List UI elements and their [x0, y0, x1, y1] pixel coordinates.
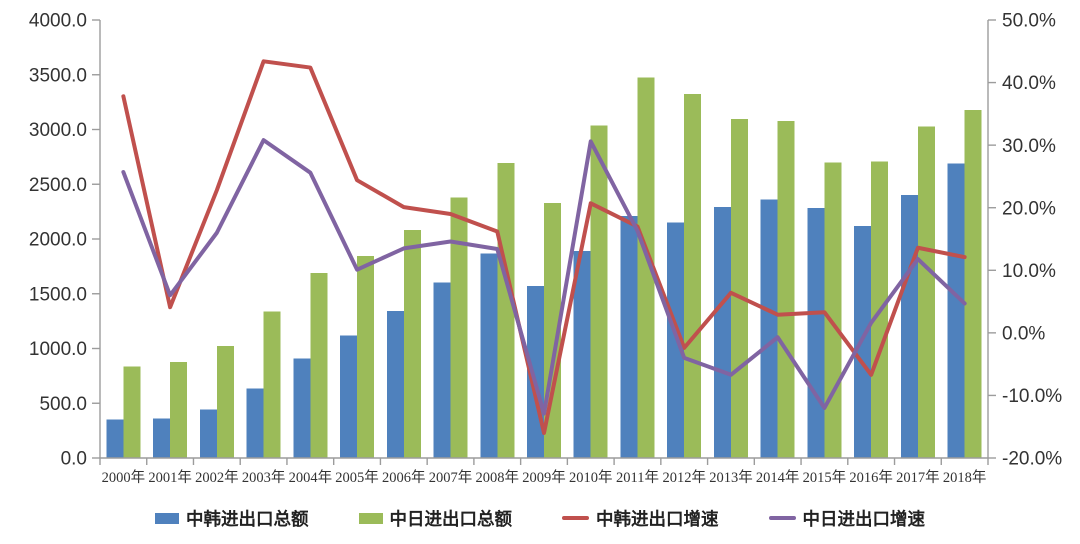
x-tick-label: 2010年 — [569, 469, 613, 486]
bar-1-2018年 — [964, 109, 982, 458]
x-tick-label: 2013年 — [709, 469, 753, 486]
x-tick-label: 2001年 — [148, 469, 192, 486]
bar-1-2003年 — [263, 311, 281, 458]
legend-label-japan-growth: 中日进出口增速 — [802, 508, 926, 529]
bar-1-2002年 — [216, 345, 234, 458]
x-tick-label: 2008年 — [476, 469, 520, 486]
x-tick-label: 2015年 — [803, 469, 847, 486]
x-tick-label: 2004年 — [289, 469, 333, 486]
y-right-tick-label: 30.0% — [1002, 136, 1056, 157]
y-left-tick-label: 1500.0 — [29, 284, 87, 305]
x-tick-label: 2009年 — [522, 469, 566, 486]
y-right-tick-label: 20.0% — [1002, 198, 1056, 219]
y-left-tick-label: 500.0 — [39, 394, 87, 415]
x-tick-label: 2011年 — [616, 469, 659, 486]
x-tick-label: 2017年 — [896, 469, 940, 486]
bar-1-2013年 — [730, 118, 748, 458]
y-left-tick-label: 2000.0 — [29, 230, 87, 251]
axes: 0.0 500.0 1000.0 1500.0 2000.0 2500.0 3000.0 35… — [29, 11, 1062, 486]
bar-1-2004年 — [310, 272, 328, 458]
bar-0-2002年 — [199, 409, 217, 458]
bar-1-2011年 — [637, 77, 655, 459]
y-right-tick-label: 10.0% — [1002, 261, 1056, 282]
bar-1-2015年 — [824, 162, 842, 458]
bar-0-2008年 — [480, 253, 498, 458]
x-tick-label: 2003年 — [242, 469, 286, 486]
legend-label-korea-total: 中韩进出口总额 — [186, 508, 309, 529]
bar-1-2001年 — [170, 362, 188, 458]
legend-item-korea-total: 中韩进出口总额 — [155, 506, 309, 531]
bar-series-1 — [123, 77, 982, 459]
bar-series-0 — [106, 163, 965, 458]
y-right-tick-label: 40.0% — [1002, 73, 1056, 94]
x-tick-label: 2002年 — [195, 469, 239, 486]
bar-0-2003年 — [246, 388, 264, 458]
bar-0-2006年 — [386, 311, 404, 458]
legend-item-japan-growth: 中日进出口增速 — [768, 506, 926, 531]
y-left-tick-label: 0.0 — [61, 449, 87, 470]
line-series-1 — [121, 138, 967, 416]
y-right-tick-label: 50.0% — [1002, 11, 1056, 32]
bar-0-2014年 — [760, 199, 778, 458]
bar-0-2005年 — [340, 335, 358, 458]
legend-swatch-japan-growth — [768, 516, 796, 520]
y-left-tick-label: 4000.0 — [29, 11, 87, 32]
legend-item-korea-growth: 中韩进出口增速 — [562, 506, 719, 531]
y-left-tick-label: 3500.0 — [29, 65, 87, 86]
y-left-tick-label: 3000.0 — [29, 120, 87, 141]
bar-0-2018年 — [947, 163, 965, 458]
bar-0-2011年 — [620, 216, 638, 458]
bar-1-2000年 — [123, 366, 141, 458]
x-tick-label: 2016年 — [849, 469, 893, 486]
x-tick-label: 2000年 — [102, 469, 146, 486]
legend-label-korea-growth: 中韩进出口增速 — [596, 508, 719, 529]
legend-swatch-korea-growth — [562, 516, 589, 520]
chart-legend: 中韩进出口总额 中日进出口总额 中韩进出口增速 中日进出口增速 — [0, 501, 1080, 535]
bar-0-2013年 — [713, 207, 731, 458]
bar-0-2017年 — [900, 195, 918, 458]
y-right-tick-label: 0.0% — [1002, 324, 1045, 345]
bar-1-2005年 — [357, 255, 375, 458]
bar-1-2014年 — [777, 121, 795, 458]
legend-swatch-japan-total — [358, 512, 383, 524]
bar-0-2007年 — [433, 282, 451, 458]
bar-0-2001年 — [153, 418, 171, 458]
bar-1-2010年 — [590, 125, 608, 458]
x-tick-label: 2005年 — [335, 469, 379, 486]
y-left-tick-label: 2500.0 — [29, 175, 87, 196]
x-tick-label: 2006年 — [382, 469, 426, 486]
y-right-tick-label: -20.0% — [1002, 449, 1062, 470]
y-left-tick-label: 1000.0 — [29, 339, 87, 360]
bar-0-2015年 — [807, 207, 825, 458]
legend-label-japan-total: 中日进出口总额 — [389, 508, 513, 529]
legend-swatch-korea-total — [155, 512, 179, 524]
bar-0-2004年 — [293, 358, 311, 458]
bar-1-2006年 — [403, 230, 421, 458]
bar-1-2012年 — [684, 93, 702, 458]
legend-item-japan-total: 中日进出口总额 — [358, 506, 513, 531]
y-right-tick-label: -10.0% — [1002, 386, 1062, 407]
bar-1-2017年 — [917, 126, 935, 458]
bar-1-2008年 — [497, 162, 515, 458]
x-tick-label: 2012年 — [662, 469, 706, 486]
x-tick-label: 2007年 — [429, 469, 473, 486]
bar-1-2007年 — [450, 197, 468, 458]
x-tick-label: 2018年 — [943, 469, 987, 486]
line-series-0 — [121, 59, 967, 435]
bar-0-2000年 — [106, 419, 124, 458]
x-tick-label: 2014年 — [756, 469, 800, 486]
bar-0-2010年 — [573, 251, 591, 458]
